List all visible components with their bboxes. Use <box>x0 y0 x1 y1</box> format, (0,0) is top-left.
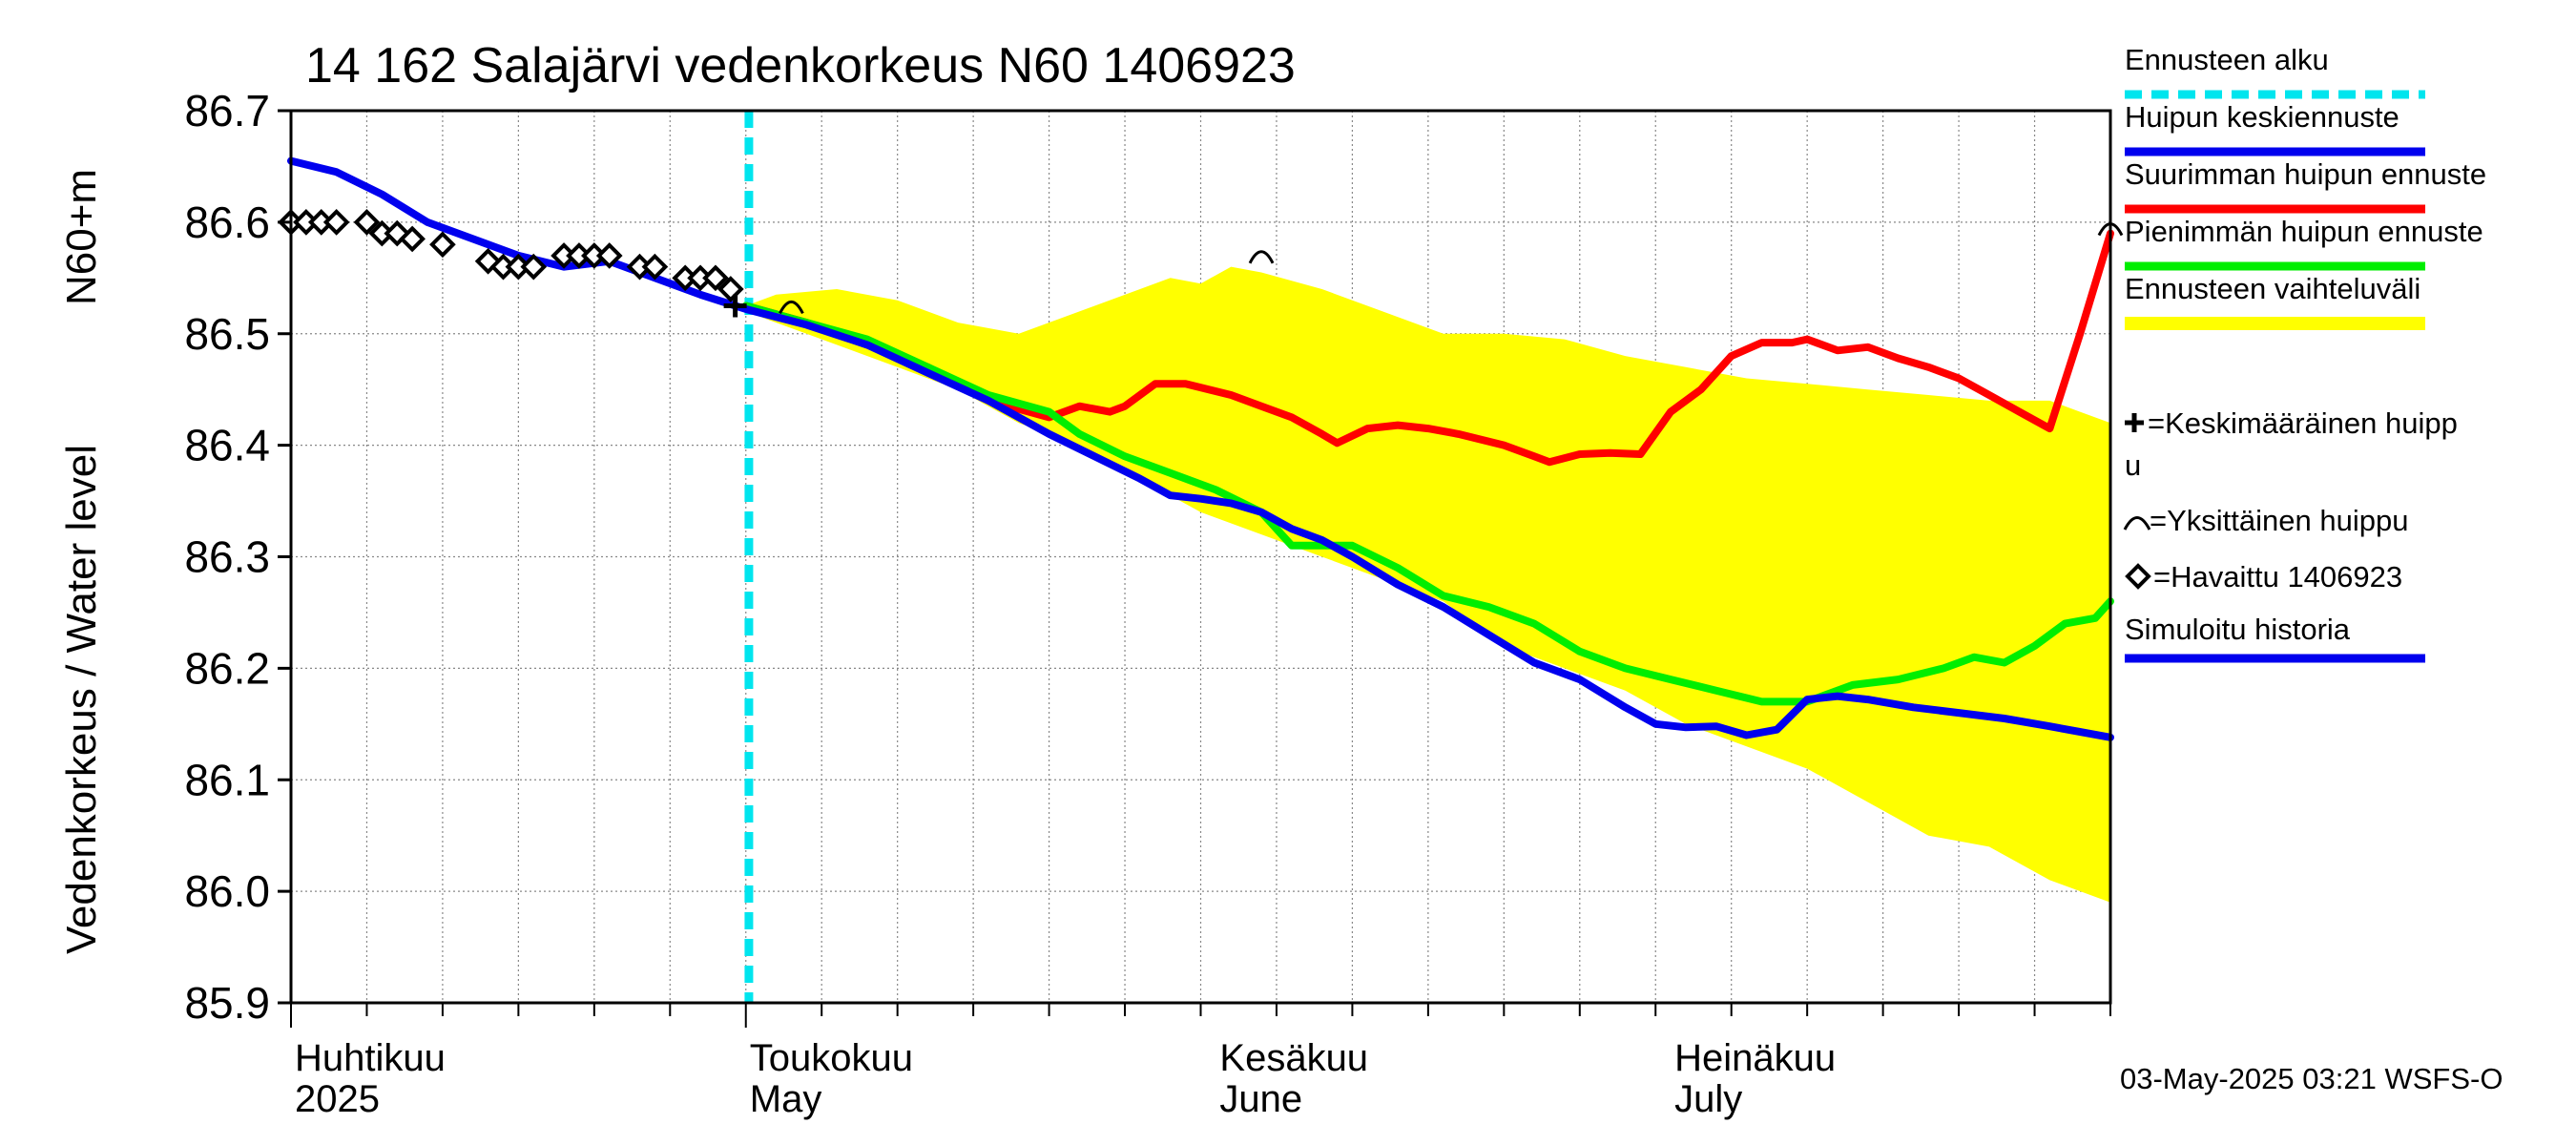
y-tick-label: 86.4 <box>184 421 270 470</box>
legend: Ennusteen alku Huipun keskiennuste Suurimm… <box>2123 43 2486 663</box>
y-tick-label: 86.2 <box>184 643 270 693</box>
x-month-sublabel: 2025 <box>295 1078 380 1120</box>
x-month-label: Heinäkuu <box>1674 1037 1836 1079</box>
series-line-1 <box>741 302 2114 706</box>
series-line-2 <box>287 156 2114 741</box>
y-tick-label: 86.5 <box>184 309 270 359</box>
y-tick-label: 86.1 <box>184 755 270 804</box>
single-peak-marker <box>1248 250 1275 264</box>
y-tick-label: 86.6 <box>184 198 270 247</box>
x-month-label: Toukokuu <box>750 1037 913 1079</box>
mean-peak-marker <box>723 294 747 318</box>
timestamp-footer: 03-May-2025 03:21 WSFS-O <box>2120 1062 2503 1095</box>
legend-arc-icon <box>2123 516 2151 531</box>
observed-point <box>322 209 350 236</box>
legend-label: Huipun keskiennuste <box>2125 100 2399 134</box>
chart-title: 14 162 Salajärvi vedenkorkeus N60 140692… <box>305 38 1296 94</box>
observed-point <box>702 264 729 292</box>
legend-label: Suurimman huipun ennuste <box>2125 157 2486 191</box>
observed-point <box>399 225 426 253</box>
observed-point <box>520 253 548 281</box>
legend-plus-icon <box>2125 413 2144 432</box>
x-month-label: Kesäkuu <box>1219 1037 1368 1079</box>
y-tick-label: 86.7 <box>184 86 270 135</box>
legend-label: =Yksittäinen huippu <box>2150 504 2408 537</box>
y-tick-labels: 86.7 86.6 86.5 86.4 86.3 86.2 86.1 86.0 85.9 <box>184 86 291 1028</box>
observed-point <box>595 242 623 269</box>
legend-swatch <box>2125 317 2425 330</box>
legend-label: Pienimmän huipun ennuste <box>2125 215 2483 248</box>
observed-point <box>641 253 669 281</box>
observed-point <box>429 231 456 259</box>
legend-label: Ennusteen alku <box>2125 43 2329 76</box>
series-layer <box>287 156 2114 741</box>
legend-label: u <box>2125 448 2141 482</box>
observed-point <box>353 209 381 236</box>
x-month-label: Huhtikuu <box>295 1037 446 1079</box>
legend-diamond-icon <box>2125 563 2151 590</box>
y-tick-label: 85.9 <box>184 978 270 1028</box>
x-month-sublabel: June <box>1219 1078 1302 1120</box>
markers-layer <box>278 209 2124 318</box>
x-month-sublabel: May <box>750 1078 822 1120</box>
single-peak-marker <box>779 300 804 315</box>
y-tick-label: 86.0 <box>184 866 270 916</box>
x-month-sublabel: July <box>1674 1078 1742 1120</box>
y-axis-unit-label: N60+m <box>58 169 105 305</box>
y-axis-label: Vedenkorkeus / Water level <box>58 445 105 954</box>
legend-label: =Havaittu 1406923 <box>2153 560 2402 593</box>
legend-label: Simuloitu historia <box>2125 613 2351 646</box>
observed-point <box>717 276 744 302</box>
series-line-0 <box>741 229 2114 467</box>
legend-label: Ennusteen vaihteluväli <box>2125 272 2420 305</box>
y-tick-label: 86.3 <box>184 532 270 582</box>
legend-label: =Keskimääräinen huipp <box>2148 406 2458 440</box>
